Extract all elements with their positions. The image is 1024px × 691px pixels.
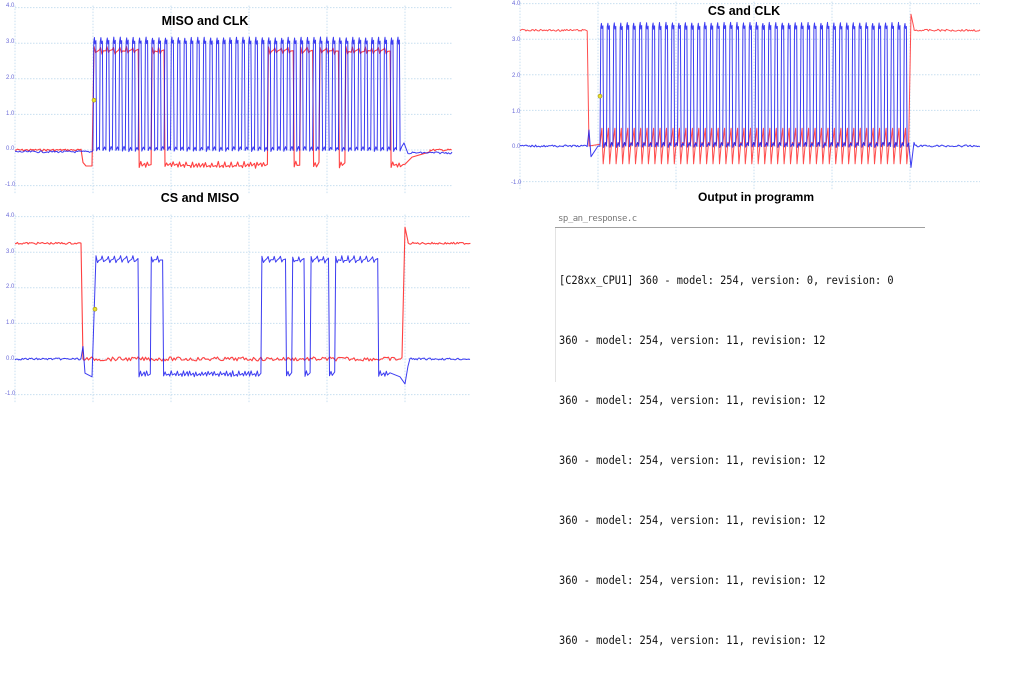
ytick-label: 4.0 bbox=[6, 3, 15, 9]
console-left-border bbox=[555, 228, 556, 382]
chart-title-cs-clk: CS and CLK bbox=[707, 4, 781, 18]
cs-miso-plot bbox=[14, 214, 471, 403]
miso-clk-plot bbox=[14, 5, 453, 194]
ytick-label: 1.0 bbox=[6, 111, 15, 117]
ytick-label: 0.0 bbox=[512, 144, 521, 150]
ytick-label: 0.0 bbox=[6, 146, 15, 152]
ytick-label: 3.0 bbox=[6, 39, 15, 45]
console-line: 360 - model: 254, version: 11, revision:… bbox=[559, 394, 826, 407]
console-line: 360 - model: 254, version: 11, revision:… bbox=[559, 454, 826, 467]
trigger-marker bbox=[92, 306, 98, 312]
console-output-panel: sp_an_response.c [C28xx_CPU1] 360 - mode… bbox=[555, 216, 925, 647]
ytick-label: 3.0 bbox=[6, 249, 15, 255]
chart-title-cs-miso: CS and MISO bbox=[160, 191, 240, 205]
console-lines[interactable]: [C28xx_CPU1] 360 - model: 254, version: … bbox=[559, 231, 894, 691]
console-header-divider bbox=[555, 227, 925, 228]
trigger-marker bbox=[91, 97, 97, 103]
ytick-label: -1.0 bbox=[5, 182, 16, 188]
ytick-label: 2.0 bbox=[6, 75, 15, 81]
chart-title-miso-clk: MISO and CLK bbox=[161, 14, 249, 28]
ytick-label: -1.0 bbox=[511, 180, 522, 186]
chart-miso-clk: MISO and CLK 4.0 3.0 2.0 1.0 0.0 -1.0 bbox=[0, 0, 460, 194]
ytick-label: 1.0 bbox=[512, 109, 521, 115]
cs-trace bbox=[519, 13, 981, 165]
ytick-label: 3.0 bbox=[512, 37, 521, 43]
console-line: 360 - model: 254, version: 11, revision:… bbox=[559, 514, 826, 527]
miso-trace bbox=[14, 255, 471, 385]
clk-trace bbox=[519, 21, 981, 168]
trigger-marker bbox=[597, 93, 603, 99]
miso-trace bbox=[14, 45, 452, 169]
console-line: 360 - model: 254, version: 11, revision:… bbox=[559, 634, 826, 647]
ytick-label: 4.0 bbox=[512, 1, 521, 7]
console-header-fragment: sp_an_response.c bbox=[558, 216, 637, 224]
console-line: 360 - model: 254, version: 11, revision:… bbox=[559, 574, 826, 587]
cs-trace bbox=[14, 226, 471, 362]
ytick-label: 1.0 bbox=[6, 320, 15, 326]
console-line: 360 - model: 254, version: 11, revision:… bbox=[559, 334, 826, 347]
output-title: Output in programm bbox=[698, 190, 814, 204]
ytick-label: 4.0 bbox=[6, 213, 15, 219]
chart-cs-clk: CS and CLK 4.0 3.0 2.0 1.0 0.0 -1.0 bbox=[500, 0, 1020, 190]
cs-clk-plot bbox=[519, 1, 981, 190]
clk-trace bbox=[14, 36, 453, 155]
chart-cs-miso: CS and MISO 4.0 3.0 2.0 1.0 0.0 -1.0 bbox=[0, 190, 480, 405]
ytick-label: 2.0 bbox=[6, 284, 15, 290]
ytick-label: 0.0 bbox=[6, 356, 15, 362]
console-line: [C28xx_CPU1] 360 - model: 254, version: … bbox=[559, 274, 894, 287]
ytick-label: 2.0 bbox=[512, 73, 521, 79]
ytick-label: -1.0 bbox=[5, 391, 16, 397]
